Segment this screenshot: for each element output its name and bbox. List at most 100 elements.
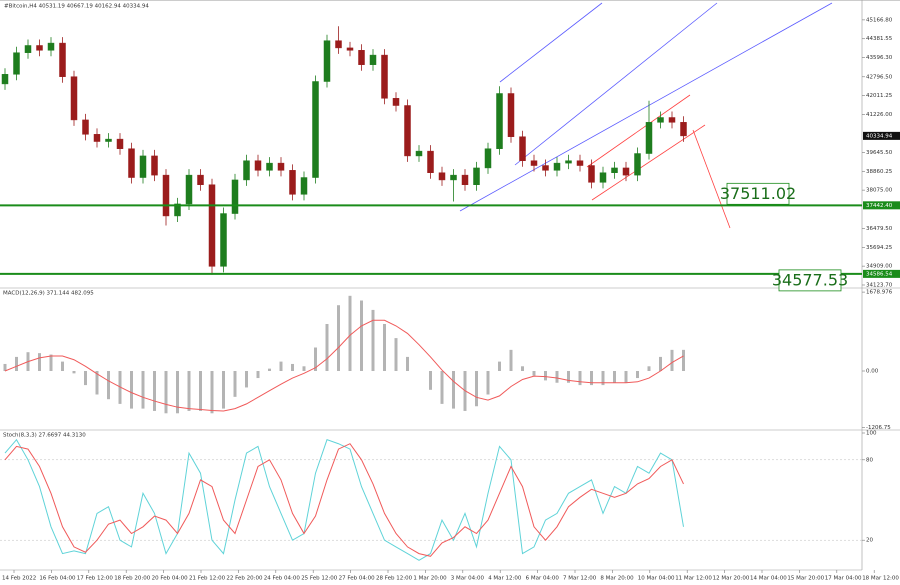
candle-body <box>231 179 239 214</box>
candle-body <box>611 167 618 173</box>
y-tick-label: 34123.70 <box>866 282 893 288</box>
candle-body <box>197 174 204 185</box>
candle-body <box>59 42 66 77</box>
x-tick-label: 11 Mar 12:00 <box>675 576 712 582</box>
level-annotation: 37511.02 <box>720 184 796 203</box>
candle-body <box>634 153 641 176</box>
level-annotation-box <box>778 269 842 292</box>
macd-bar <box>3 363 7 371</box>
y-tick-label: 38860.25 <box>866 169 893 175</box>
macd-bar <box>601 370 605 386</box>
macd-bar <box>187 370 191 411</box>
candle-body <box>1 74 9 85</box>
candle-body <box>174 203 181 217</box>
macd-bar <box>199 370 202 411</box>
macd-bar <box>578 370 582 386</box>
macd-bar <box>613 370 616 383</box>
macd-bar <box>314 347 317 371</box>
macd-bar <box>440 370 444 404</box>
macd-bar <box>682 349 685 371</box>
current-price-label: 40334.94 <box>866 133 893 139</box>
macd-bar <box>360 300 363 371</box>
channel-line <box>459 2 833 212</box>
macd-bar <box>95 370 99 395</box>
x-tick-label: 18 Feb 20:00 <box>114 576 151 582</box>
macd-bar <box>509 349 513 371</box>
candle-body <box>427 150 434 173</box>
analysis-drawings <box>459 2 833 229</box>
macd-bar <box>394 338 398 371</box>
chart-header: #Bitcoin,H4 40531.19 40667.19 40162.94 4… <box>4 4 149 10</box>
x-tick-label: 10 Mar 04:00 <box>638 576 675 582</box>
current-price-box <box>863 131 900 140</box>
x-tick-label: 16 Feb 04:00 <box>39 576 76 582</box>
y-tick-label: 38075.00 <box>866 188 893 194</box>
candle-body <box>576 160 584 166</box>
macd-bar <box>659 356 662 371</box>
candle-body <box>507 93 515 137</box>
macd-title: MACD(12,26,9) 371.144 482.095 <box>3 291 94 297</box>
candle-body <box>358 50 365 65</box>
candle-body <box>484 148 492 169</box>
candle-body <box>220 213 227 267</box>
candle-body <box>622 167 630 176</box>
candle-body <box>680 122 687 137</box>
x-tick-label: 4 Mar 12:00 <box>488 576 522 582</box>
y-tick-label: -1206.75 <box>866 425 891 431</box>
x-tick-label: 15 Mar 20:00 <box>787 576 824 582</box>
candle-body <box>82 119 89 135</box>
x-tick-label: 1 Mar 20:00 <box>413 576 447 582</box>
macd-bar <box>325 324 329 371</box>
macd-bar <box>141 370 145 409</box>
y-tick-label: 41226.00 <box>866 112 893 118</box>
forecast-arrow <box>692 129 731 229</box>
candle-body <box>588 165 595 183</box>
level-price-label: 34586.54 <box>866 271 893 277</box>
macd-bar <box>72 370 76 374</box>
y-tick-label: 35694.25 <box>866 245 893 251</box>
candle-body <box>392 98 400 106</box>
y-tick-label: 20 <box>866 538 873 544</box>
frame <box>0 0 900 571</box>
candle-body <box>300 177 308 195</box>
candle-body <box>599 172 607 183</box>
level-price-box <box>863 269 900 278</box>
macd-bar <box>670 349 674 371</box>
candle-body <box>530 160 538 166</box>
macd-bar <box>176 370 179 414</box>
macd-bar <box>61 361 64 371</box>
candle-body <box>335 40 342 49</box>
macd-bar <box>486 370 490 395</box>
macd-bar <box>624 370 628 383</box>
candle-body <box>473 167 480 185</box>
macd-bar <box>84 370 87 386</box>
macd-bar <box>544 370 547 381</box>
x-tick-label: 8 Mar 20:00 <box>600 576 634 582</box>
macd-bar <box>130 370 133 409</box>
macd-bar <box>164 370 168 414</box>
candle-body <box>404 105 411 157</box>
macd-bar <box>452 370 455 409</box>
candle-body <box>70 76 78 121</box>
y-tick-label: 0.00 <box>866 368 879 374</box>
macd-bar <box>15 356 18 371</box>
level-annotation: 34577.53 <box>772 270 848 289</box>
candle-body <box>208 184 216 267</box>
macd-bar <box>210 370 214 414</box>
x-tick-label: 6 Mar 04:00 <box>526 576 560 582</box>
macd-bar <box>532 370 536 376</box>
candle-body <box>93 134 101 142</box>
channel-line <box>591 124 706 201</box>
y-tick-label: 42796.50 <box>866 74 893 80</box>
candle-body <box>369 54 377 65</box>
y-tick-label: 36479.50 <box>866 226 893 232</box>
stoch-title: Stoch(8,3,3) 27.6697 44.3130 <box>3 433 86 439</box>
macd-bar <box>647 366 651 371</box>
candle-body <box>254 160 262 171</box>
macd-bar <box>371 309 375 371</box>
macd-bar <box>521 366 524 371</box>
candle-body <box>139 155 147 178</box>
x-tick-label: 27 Feb 04:00 <box>339 576 376 582</box>
macd-bar <box>636 370 639 379</box>
level-price-label: 37442.40 <box>866 203 893 209</box>
